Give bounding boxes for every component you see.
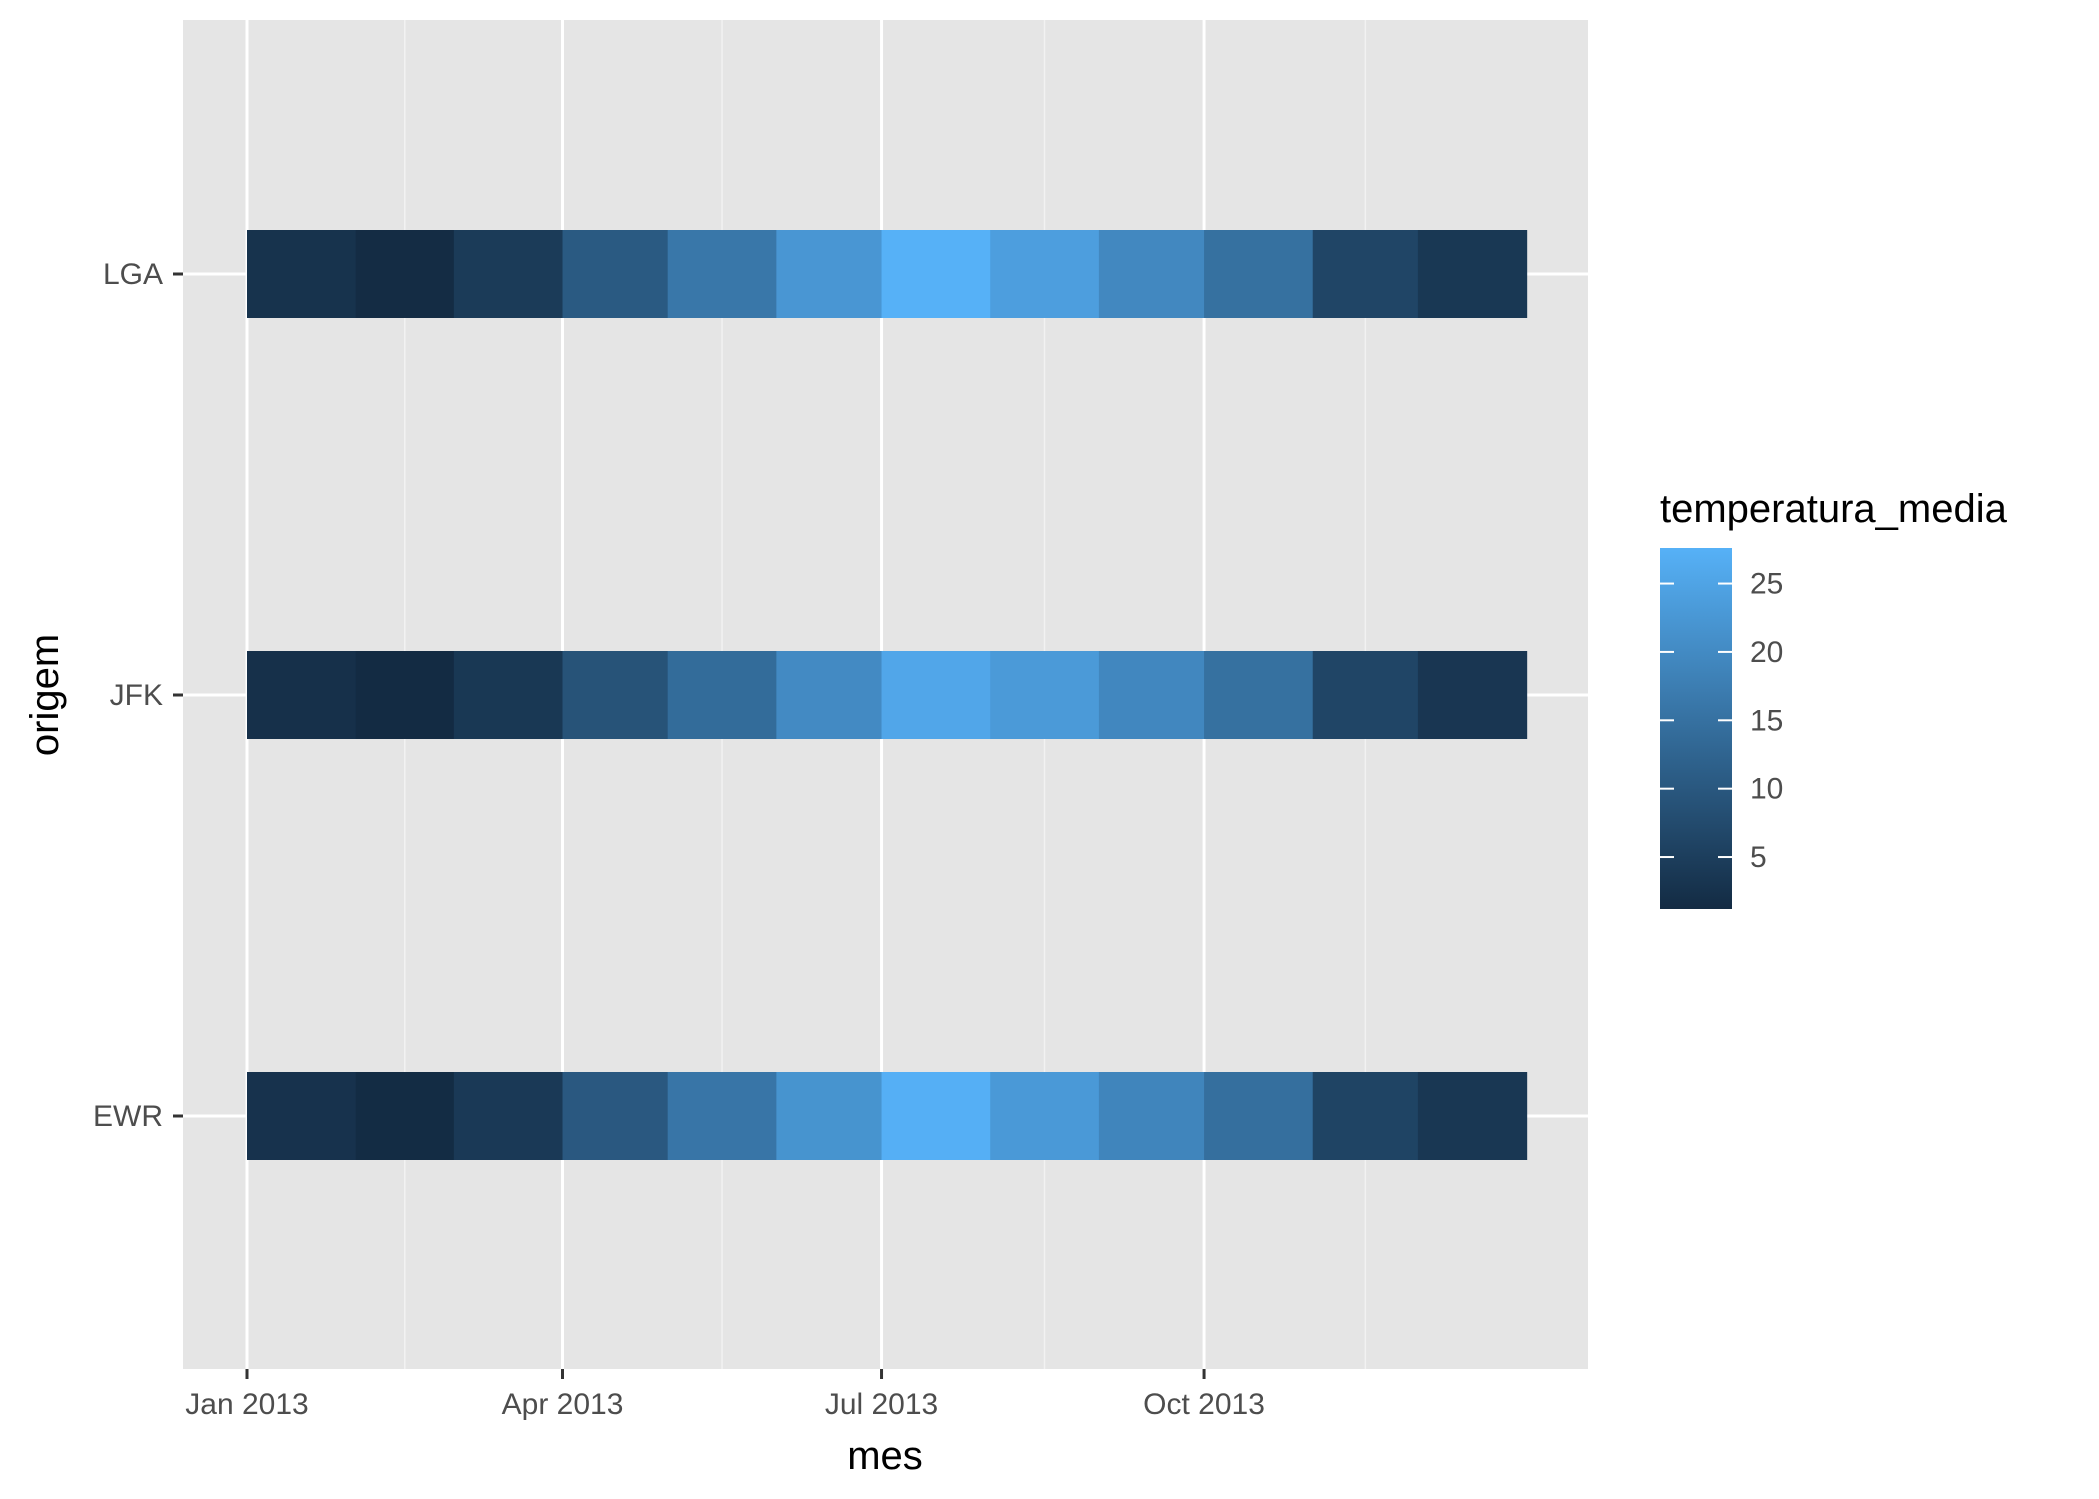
x-tick-label: Oct 2013	[1143, 1388, 1265, 1421]
heatmap-tile-ewr-2013-10	[1204, 1072, 1314, 1160]
heatmap-tile-jfk-2013-01	[247, 651, 357, 739]
y-tick-label-lga: LGA	[103, 258, 163, 291]
heatmap-tile-lga-2013-07	[881, 230, 991, 318]
x-tick-label: Apr 2013	[502, 1388, 624, 1421]
heatmap-tile-jfk-2013-08	[990, 651, 1100, 739]
legend-colorbar	[1660, 548, 1732, 909]
heatmap-tile-jfk-2013-07	[881, 651, 991, 739]
heatmap-tile-ewr-2013-06	[776, 1072, 883, 1160]
heatmap-tile-ewr-2013-03	[453, 1072, 564, 1160]
heatmap-tile-jfk-2013-06	[776, 651, 883, 739]
heatmap-tile-lga-2013-08	[990, 230, 1100, 318]
x-tick-label: Jan 2013	[185, 1388, 308, 1421]
x-tick-label: Jul 2013	[825, 1388, 938, 1421]
heatmap-tile-lga-2013-10	[1204, 230, 1314, 318]
legend-tick-label: 20	[1750, 636, 1783, 669]
color-legend: temperatura_media 5 10 15 20 25	[1660, 487, 2008, 909]
legend-tick-label: 15	[1750, 704, 1783, 737]
heatmap-tiles	[247, 230, 1528, 1160]
heatmap-tile-lga-2013-12	[1417, 230, 1528, 318]
heatmap-tile-jfk-2013-02	[355, 651, 455, 739]
heatmap-tile-ewr-2013-12	[1417, 1072, 1528, 1160]
x-axis-title: mes	[847, 1434, 923, 1478]
heatmap-tile-ewr-2013-04	[562, 1072, 669, 1160]
heatmap-tile-jfk-2013-04	[562, 651, 669, 739]
heatmap-tile-ewr-2013-11	[1312, 1072, 1419, 1160]
legend-tick-label: 5	[1750, 841, 1767, 874]
legend-tick-label: 10	[1750, 773, 1783, 806]
heatmap-tile-jfk-2013-09	[1098, 651, 1205, 739]
x-axis: Jan 2013 Apr 2013 Jul 2013 Oct 2013	[185, 1369, 1265, 1421]
heatmap-tile-ewr-2013-01	[247, 1072, 357, 1160]
heatmap-tile-lga-2013-09	[1098, 230, 1205, 318]
heatmap-tile-lga-2013-04	[562, 230, 669, 318]
heatmap-tile-jfk-2013-12	[1417, 651, 1528, 739]
heatmap-tile-ewr-2013-08	[990, 1072, 1100, 1160]
legend-ticks: 5 10 15 20 25	[1660, 568, 1783, 874]
y-tick-label-jfk: JFK	[110, 679, 163, 712]
heatmap-tile-lga-2013-01	[247, 230, 357, 318]
heatmap-tile-lga-2013-06	[776, 230, 883, 318]
heatmap-tile-lga-2013-03	[453, 230, 564, 318]
heatmap-tile-jfk-2013-05	[667, 651, 777, 739]
heatmap-tile-jfk-2013-11	[1312, 651, 1419, 739]
heatmap-tile-lga-2013-11	[1312, 230, 1419, 318]
y-axis-title: origem	[23, 634, 67, 756]
y-axis: EWR JFK LGA	[93, 258, 183, 1133]
heatmap-tile-lga-2013-02	[355, 230, 455, 318]
legend-title: temperatura_media	[1660, 487, 2008, 531]
heatmap-tile-ewr-2013-09	[1098, 1072, 1205, 1160]
heatmap-tile-ewr-2013-02	[355, 1072, 455, 1160]
heatmap-tile-ewr-2013-05	[667, 1072, 777, 1160]
legend-tick-label: 25	[1750, 568, 1783, 601]
heatmap-tile-jfk-2013-03	[453, 651, 564, 739]
heatmap-tile-lga-2013-05	[667, 230, 777, 318]
heatmap-tile-ewr-2013-07	[881, 1072, 991, 1160]
y-tick-label-ewr: EWR	[93, 1100, 163, 1133]
heatmap-tile-jfk-2013-10	[1204, 651, 1314, 739]
